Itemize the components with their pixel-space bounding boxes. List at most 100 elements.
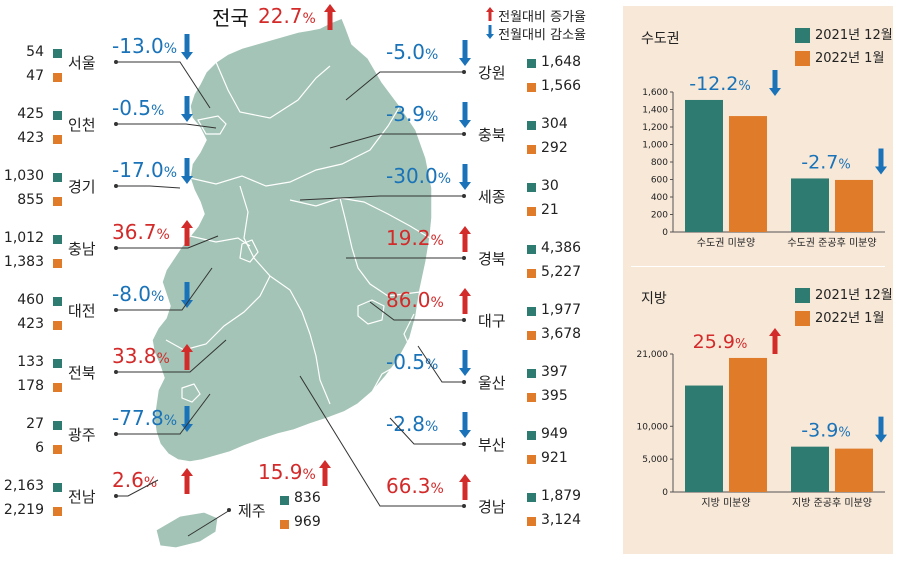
region-dec: 949 [541, 426, 568, 442]
leader-dot [462, 256, 466, 260]
jan-marker [527, 145, 536, 154]
x-tick-label: 지방 미분양 [701, 497, 750, 509]
legend-jan: 2022년 1월 [795, 307, 884, 326]
legend-dec-swatch [795, 288, 810, 303]
leader-dot [114, 432, 118, 436]
chart-title: 수도권 [641, 31, 680, 47]
decrease-arrow-icon [875, 416, 887, 443]
legend-jan-swatch [795, 51, 810, 66]
decrease-arrow-icon [486, 25, 494, 39]
change-label: -3.9% [801, 420, 850, 442]
region-jan: 921 [541, 450, 568, 466]
map-jeju [155, 511, 219, 549]
region-change: -3.9% [386, 102, 439, 126]
region-dec: 1,879 [541, 488, 582, 504]
region-change: -13.0% [112, 34, 178, 58]
chart-title: 지방 [641, 291, 667, 307]
jan-marker [527, 83, 536, 92]
region-change: -30.0% [386, 164, 452, 188]
leader-dot [462, 442, 466, 446]
region-change: -0.5% [386, 350, 439, 374]
region-name: 경기 [68, 178, 96, 196]
y-tick-label: 10,000 [637, 422, 669, 432]
bar [685, 385, 723, 492]
bar [791, 446, 829, 492]
region-dec: 4,386 [541, 240, 582, 256]
jan-marker [53, 259, 62, 268]
legend-increase: 전월대비 증가율 [486, 6, 586, 25]
bar [835, 179, 873, 232]
region-dec: 425 [17, 106, 44, 122]
increase-arrow-icon [486, 7, 494, 21]
region-change: -2.8% [386, 412, 439, 436]
jan-marker [280, 520, 289, 529]
jeju-name: 제주 [238, 502, 266, 520]
region-dec: 460 [17, 292, 44, 308]
leader-dot [227, 508, 231, 512]
decrease-arrow-icon [181, 406, 193, 432]
leader-dot [462, 318, 466, 322]
jan-marker [53, 445, 62, 454]
bar [729, 116, 767, 232]
jan-marker [53, 73, 62, 82]
dec-marker [527, 183, 536, 192]
increase-arrow-icon [319, 460, 331, 486]
region-jan: 423 [17, 316, 44, 332]
dec-marker [527, 431, 536, 440]
decrease-arrow-icon [459, 350, 471, 376]
leader-dot [114, 60, 118, 64]
bar [685, 99, 723, 233]
region-change: -8.0% [112, 282, 165, 306]
region-jan: 1,566 [541, 78, 582, 94]
region-name: 전북 [68, 364, 96, 382]
x-tick-label: 지방 준공후 미분양 [792, 497, 872, 509]
legend-decrease: 전월대비 감소율 [486, 24, 586, 43]
jan-marker [527, 331, 536, 340]
region-change: 19.2% [386, 226, 444, 250]
jan-marker [527, 269, 536, 278]
region-jan: 395 [541, 388, 568, 404]
jan-marker [53, 507, 62, 516]
region-dec: 54 [26, 44, 44, 60]
y-tick-label: 1,400 [642, 106, 668, 116]
dec-marker [527, 493, 536, 502]
change-label: -12.2% [689, 73, 751, 95]
leader-dot [114, 494, 118, 498]
jan-marker [53, 321, 62, 330]
leader-dot [462, 504, 466, 508]
region-name: 경남 [478, 498, 506, 516]
decrease-arrow-icon [181, 158, 193, 184]
region-name: 전남 [68, 488, 96, 506]
national-change: 22.7% [258, 4, 316, 28]
region-name: 경북 [478, 250, 506, 268]
region-dec: 1,648 [541, 54, 582, 70]
dec-marker [280, 496, 289, 505]
region-jan: 423 [17, 130, 44, 146]
dec-marker [53, 297, 62, 306]
region-change: 66.3% [386, 474, 444, 498]
jan-marker [527, 207, 536, 216]
leader-dot [114, 122, 118, 126]
dec-marker [527, 307, 536, 316]
leader-dot [462, 194, 466, 198]
region-change: 33.8% [112, 344, 170, 368]
region-dec: 397 [541, 364, 568, 380]
increase-arrow-icon [769, 327, 781, 354]
region-name: 세종 [478, 188, 506, 206]
bar [729, 357, 767, 492]
legend-dec: 2021년 12월 [795, 284, 893, 303]
increase-arrow-icon [181, 468, 193, 494]
bar [791, 178, 829, 232]
leader-dot [114, 184, 118, 188]
region-change: 2.6% [112, 468, 158, 492]
decrease-arrow-icon [769, 69, 781, 96]
map-title: 전국 [212, 6, 249, 30]
leader-dot [114, 370, 118, 374]
y-tick-label: 600 [651, 176, 668, 186]
jan-marker [527, 455, 536, 464]
dec-marker [53, 359, 62, 368]
y-tick-label: 5,000 [642, 455, 668, 465]
region-change: -0.5% [112, 96, 165, 120]
leader-dot [462, 70, 466, 74]
jeju-dec: 836 [294, 490, 321, 506]
